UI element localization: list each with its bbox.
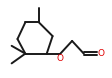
Text: O: O (98, 49, 105, 58)
Text: O: O (57, 55, 64, 63)
